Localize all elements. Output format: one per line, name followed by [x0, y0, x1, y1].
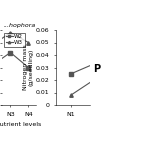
W2	[70, 73, 72, 75]
W2	[27, 67, 29, 68]
Legend: W2, W3: W2, W3	[4, 33, 25, 47]
Line: W3: W3	[0, 31, 30, 94]
W2	[108, 57, 110, 58]
Text: ...hophora: ...hophora	[3, 23, 36, 28]
W3	[10, 32, 11, 33]
W2	[146, 49, 148, 51]
Y-axis label: Nitrogen mass
(g/seedling): Nitrogen mass (g/seedling)	[23, 45, 34, 90]
Line: W2: W2	[69, 48, 150, 75]
Line: W3: W3	[69, 63, 150, 97]
Line: W2: W2	[0, 51, 30, 79]
W3	[108, 69, 110, 71]
W3	[27, 42, 29, 43]
W3	[70, 94, 72, 96]
W3	[146, 64, 148, 66]
X-axis label: Nutrient levels: Nutrient levels	[0, 123, 42, 128]
W2	[10, 52, 11, 53]
Text: P: P	[93, 64, 100, 74]
